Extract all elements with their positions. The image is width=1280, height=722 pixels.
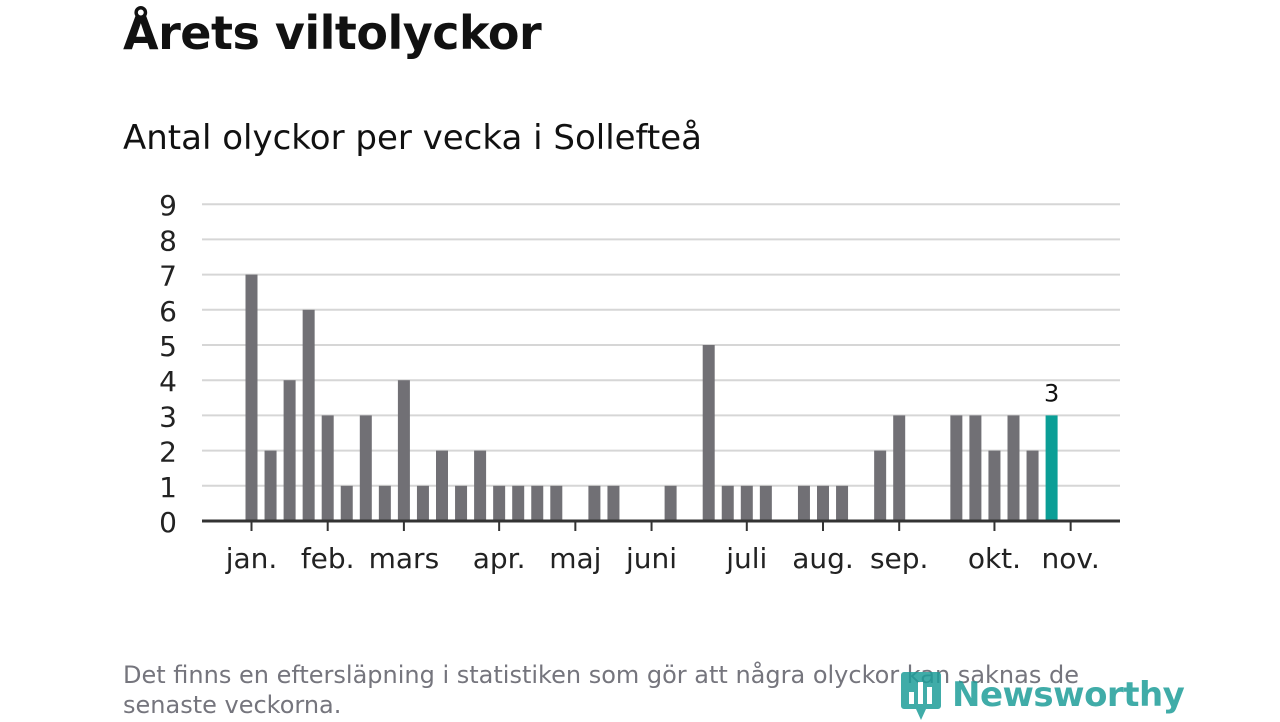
bar — [397, 380, 410, 521]
logo-text: Newsworthy — [952, 675, 1185, 715]
grid-lines — [202, 203, 1120, 487]
x-axis — [202, 519, 1120, 531]
bar — [1007, 415, 1020, 521]
bar — [436, 450, 448, 521]
x-tick-label: mars — [369, 542, 440, 575]
bar — [664, 485, 677, 521]
bar — [1026, 450, 1039, 521]
bar — [321, 415, 334, 521]
y-tick-label: 0 — [159, 506, 177, 539]
x-tick-label: maj — [549, 542, 601, 575]
bar — [283, 380, 296, 521]
bar — [359, 415, 372, 521]
bar — [245, 274, 258, 521]
bar — [874, 450, 887, 521]
bar — [988, 450, 1001, 521]
chart-subtitle: Antal olyckor per vecka i Sollefteå — [123, 118, 703, 158]
bar — [493, 485, 506, 521]
bar — [474, 450, 487, 521]
bar — [702, 345, 715, 521]
y-tick-label: 1 — [159, 471, 177, 504]
bar — [740, 485, 753, 521]
y-tick-label: 7 — [159, 260, 177, 293]
bar — [302, 309, 315, 521]
x-axis-labels: jan. feb. mars apr. maj juni juli aug. sep. okt. n… — [225, 542, 1100, 575]
y-tick-label: 3 — [159, 400, 177, 433]
bar — [893, 415, 906, 521]
y-tick-label: 9 — [159, 189, 177, 222]
bar-highlight — [1045, 415, 1058, 521]
bar — [797, 485, 810, 521]
bar — [759, 485, 772, 521]
newsworthy-logo: Newsworthy — [900, 668, 1185, 722]
x-tick-label: juni — [625, 542, 677, 575]
y-tick-label: 8 — [159, 224, 177, 257]
y-tick-label: 2 — [159, 436, 177, 469]
bar — [607, 485, 620, 521]
bar — [455, 485, 468, 521]
bar — [340, 485, 353, 521]
x-tick-label: nov. — [1042, 542, 1100, 575]
x-tick-label: jan. — [225, 542, 278, 575]
bar — [512, 485, 525, 521]
bar — [531, 485, 544, 521]
x-tick-label: juli — [725, 542, 767, 575]
x-tick-label: okt. — [968, 542, 1021, 575]
bar — [950, 415, 963, 521]
x-tick-label: feb. — [301, 542, 355, 575]
x-tick-label: aug. — [792, 542, 854, 575]
x-tick-label: apr. — [473, 542, 526, 575]
bar — [416, 485, 429, 521]
chart-title: Årets viltolyckor — [123, 6, 542, 60]
bar — [969, 415, 982, 521]
bar — [378, 485, 391, 521]
y-tick-label: 4 — [159, 365, 177, 398]
bar — [588, 485, 601, 521]
bars — [245, 274, 1058, 521]
bar — [721, 485, 734, 521]
bar — [817, 485, 829, 521]
bar — [836, 485, 849, 521]
bar — [550, 485, 563, 521]
y-tick-label: 6 — [159, 295, 177, 328]
y-tick-label: 5 — [159, 330, 177, 363]
bar-chart-pin-icon — [901, 672, 941, 720]
x-tick-label: sep. — [870, 542, 929, 575]
data-label-highlight: 3 — [1044, 379, 1059, 407]
data-labels: 3 — [1044, 379, 1059, 407]
bar — [264, 450, 277, 521]
